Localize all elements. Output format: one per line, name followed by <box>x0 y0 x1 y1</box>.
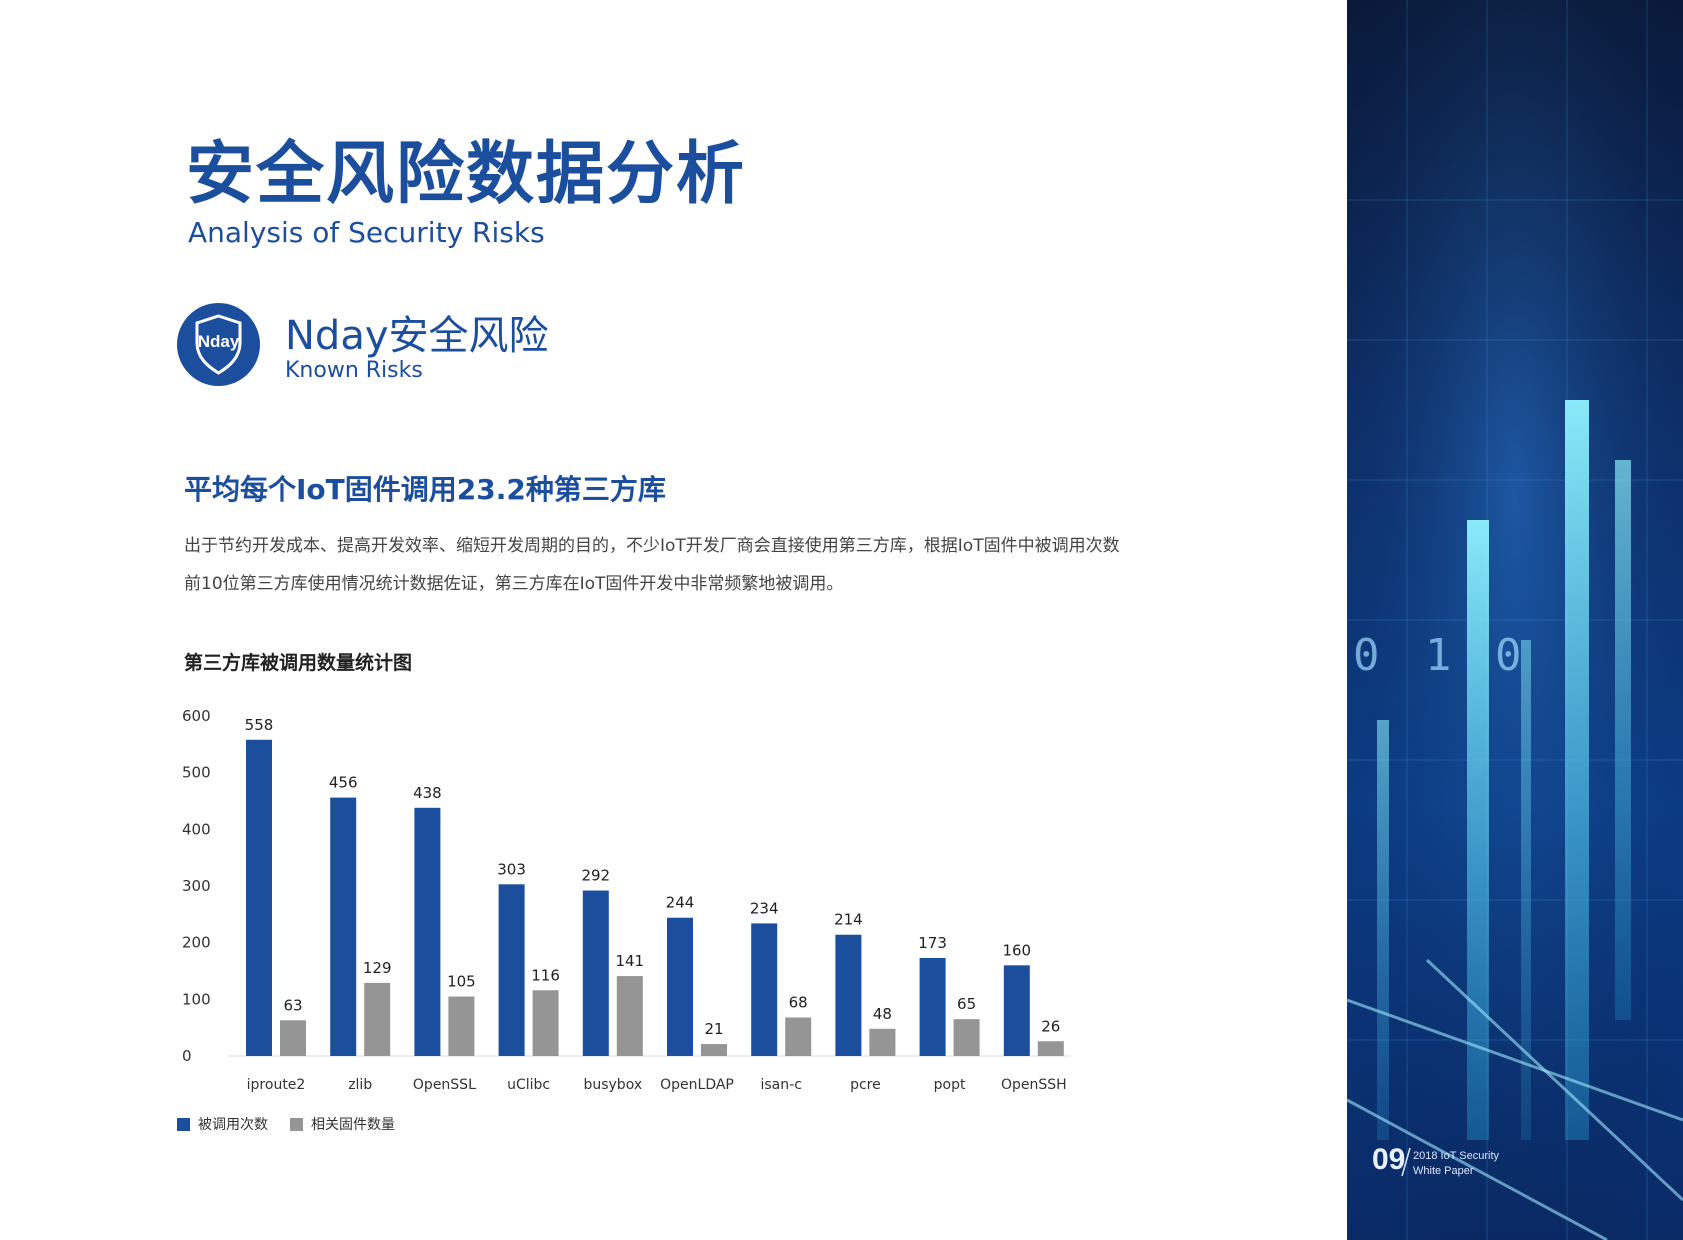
svg-text:0: 0 <box>1353 630 1380 681</box>
data-label: 141 <box>615 952 644 970</box>
x-tick-label: isan-c <box>761 1077 802 1093</box>
y-tick-label: 100 <box>182 990 211 1008</box>
data-label: 234 <box>750 899 779 917</box>
data-label: 21 <box>704 1020 723 1038</box>
bar-firmware <box>869 1028 896 1056</box>
data-label: 129 <box>363 959 392 977</box>
data-label: 68 <box>789 993 808 1011</box>
bar-calls <box>582 890 609 1056</box>
x-tick-label: OpenSSH <box>1001 1077 1067 1093</box>
y-tick-label: 600 <box>182 707 211 725</box>
data-label: 292 <box>581 867 610 885</box>
data-label: 438 <box>413 784 442 802</box>
bar-firmware <box>364 982 391 1056</box>
bar-calls <box>835 934 862 1056</box>
y-tick-label: 0 <box>182 1047 192 1065</box>
bar-calls <box>330 797 357 1056</box>
bar-firmware <box>701 1044 727 1056</box>
data-label: 558 <box>245 716 274 734</box>
data-label: 173 <box>918 934 947 952</box>
page-subtitle: Analysis of Security Risks <box>188 216 545 249</box>
chart-title: 第三方库被调用数量统计图 <box>184 652 413 674</box>
shield-icon <box>195 314 242 375</box>
section-subtitle: Known Risks <box>285 358 423 383</box>
bar-calls <box>498 884 525 1056</box>
data-label: 160 <box>1002 941 1031 959</box>
chart-legend: 被调用次数 相关固件数量 <box>177 1114 395 1134</box>
data-label: 26 <box>1041 1017 1060 1035</box>
bar-calls <box>667 917 693 1056</box>
data-label: 65 <box>957 995 976 1013</box>
legend-label-firmware: 相关固件数量 <box>311 1117 395 1133</box>
bar-firmware <box>785 1017 812 1056</box>
decorative-side-image: 0 1 0 <box>1347 0 1683 1240</box>
data-label: 214 <box>834 911 863 929</box>
svg-text:0: 0 <box>1495 630 1522 681</box>
y-tick-label: 300 <box>182 877 211 895</box>
data-label: 244 <box>666 894 695 912</box>
data-label: 116 <box>531 966 560 984</box>
headline: 平均每个IoT固件调用23.2种第三方库 <box>184 473 666 506</box>
badge-label: Nday <box>197 332 240 351</box>
data-visual-illustration: 0 1 0 <box>1347 0 1683 1240</box>
bar-firmware <box>953 1019 980 1056</box>
x-tick-label: uClibc <box>507 1077 550 1093</box>
bar-chart: 0 100 200 300 400 500 600 558 63 iproute2 456 129 zl… <box>182 707 1070 1093</box>
section-title: Nday安全风险 <box>285 313 549 359</box>
x-tick-label: iproute2 <box>247 1077 306 1093</box>
data-label: 456 <box>329 774 358 792</box>
bar-calls <box>919 957 946 1056</box>
x-tick-label: OpenSSL <box>413 1077 476 1093</box>
data-label: 48 <box>873 1005 892 1023</box>
bar-firmware <box>532 990 559 1056</box>
y-tick-label: 200 <box>182 934 211 952</box>
x-tick-label: OpenLDAP <box>660 1077 734 1093</box>
page-number: 09 <box>1372 1143 1406 1176</box>
data-label: 63 <box>283 996 302 1014</box>
page-title: 安全风险数据分析 <box>186 135 747 214</box>
bar-calls <box>751 923 778 1056</box>
footer-line2: White Paper <box>1413 1165 1474 1177</box>
data-label: 105 <box>447 973 476 991</box>
bar-firmware <box>280 1020 306 1056</box>
footer-line1: 2018 IoT Security <box>1413 1150 1500 1162</box>
svg-text:1: 1 <box>1425 630 1452 681</box>
y-tick-label: 400 <box>182 820 211 838</box>
legend-swatch-calls <box>177 1117 190 1131</box>
bar-calls <box>246 739 272 1056</box>
x-tick-label: busybox <box>583 1077 642 1093</box>
legend-item-calls: 被调用次数 <box>177 1114 268 1134</box>
bar-calls <box>414 807 441 1056</box>
legend-label-calls: 被调用次数 <box>198 1117 268 1133</box>
page-separator-slash <box>1401 1147 1411 1177</box>
nday-badge: Nday <box>177 303 260 386</box>
x-tick-label: zlib <box>348 1077 372 1093</box>
bar-firmware <box>448 996 475 1056</box>
body-paragraph: 出于节约开发成本、提高开发效率、缩短开发周期的目的，不少IoT开发厂商会直接使用… <box>184 536 1120 594</box>
x-tick-label: popt <box>934 1077 966 1093</box>
data-label: 303 <box>497 860 526 878</box>
legend-swatch-firmware <box>290 1117 303 1131</box>
y-tick-label: 500 <box>182 764 211 782</box>
bar-calls <box>1003 965 1030 1056</box>
bar-firmware <box>1037 1041 1064 1056</box>
legend-item-firmware: 相关固件数量 <box>290 1114 395 1134</box>
bar-firmware <box>616 976 643 1056</box>
x-tick-label: pcre <box>850 1077 881 1093</box>
footer-text: 2018 IoT Security White Paper <box>1413 1149 1499 1179</box>
